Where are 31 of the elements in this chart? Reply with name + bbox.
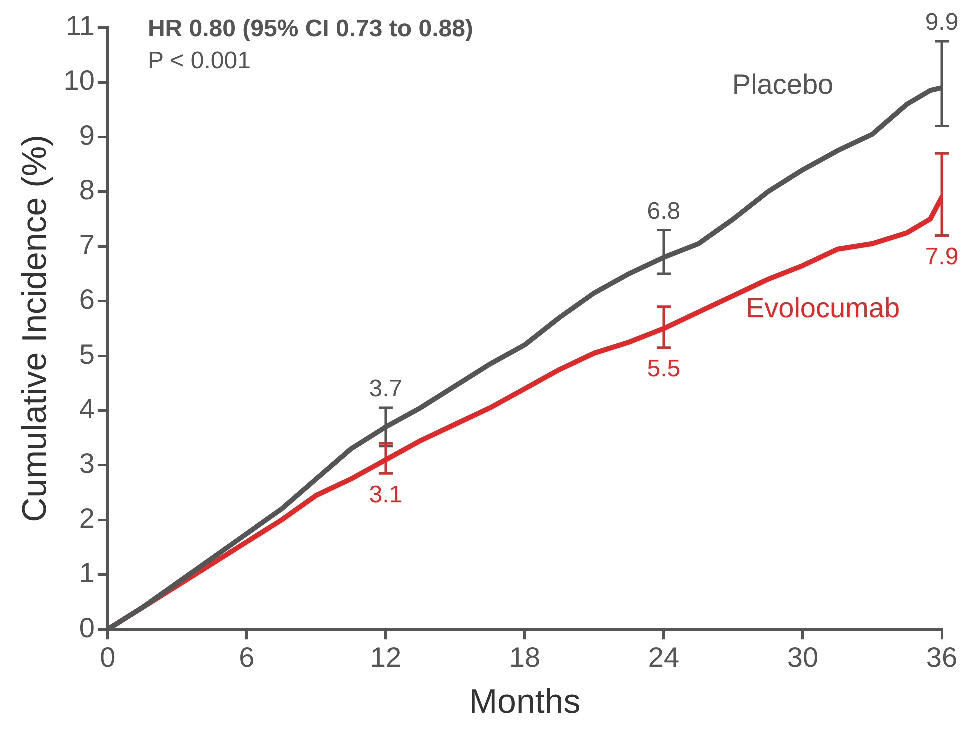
data-label: 7.9 — [925, 243, 959, 270]
series-label: Evolocumab — [746, 292, 900, 324]
data-label: 3.7 — [369, 376, 403, 403]
x-axis-title: Months — [469, 682, 581, 721]
data-label: 9.9 — [925, 9, 959, 36]
x-tick-label: 0 — [100, 642, 116, 674]
annotation: HR 0.80 (95% CI 0.73 to 0.88) — [148, 15, 474, 42]
x-tick-label: 36 — [926, 642, 958, 674]
y-tick-label: 4 — [79, 393, 95, 424]
y-tick-label: 0 — [79, 612, 95, 644]
x-tick-label: 18 — [509, 642, 541, 674]
data-label: 6.8 — [647, 198, 681, 225]
y-tick-label: 10 — [64, 65, 95, 96]
data-label: 5.5 — [647, 355, 681, 382]
y-tick-label: 5 — [79, 338, 95, 370]
x-tick-label: 24 — [648, 642, 680, 674]
x-tick-label: 30 — [787, 642, 819, 674]
y-tick-label: 2 — [79, 502, 95, 534]
x-tick-label: 12 — [370, 642, 402, 674]
y-tick-label: 3 — [79, 448, 95, 480]
annotation: P < 0.001 — [148, 47, 251, 74]
y-tick-label: 1 — [79, 558, 95, 589]
y-tick-label: 7 — [79, 229, 95, 260]
y-tick-label: 11 — [66, 10, 95, 42]
y-tick-label: 6 — [79, 284, 95, 316]
y-tick-label: 9 — [79, 120, 95, 151]
series-label: Placebo — [732, 68, 834, 100]
y-tick-label: 8 — [79, 174, 95, 206]
data-label: 3.1 — [369, 481, 403, 508]
x-tick-label: 6 — [239, 642, 255, 674]
y-axis-title: Cumulative Incidence (%) — [16, 135, 54, 522]
